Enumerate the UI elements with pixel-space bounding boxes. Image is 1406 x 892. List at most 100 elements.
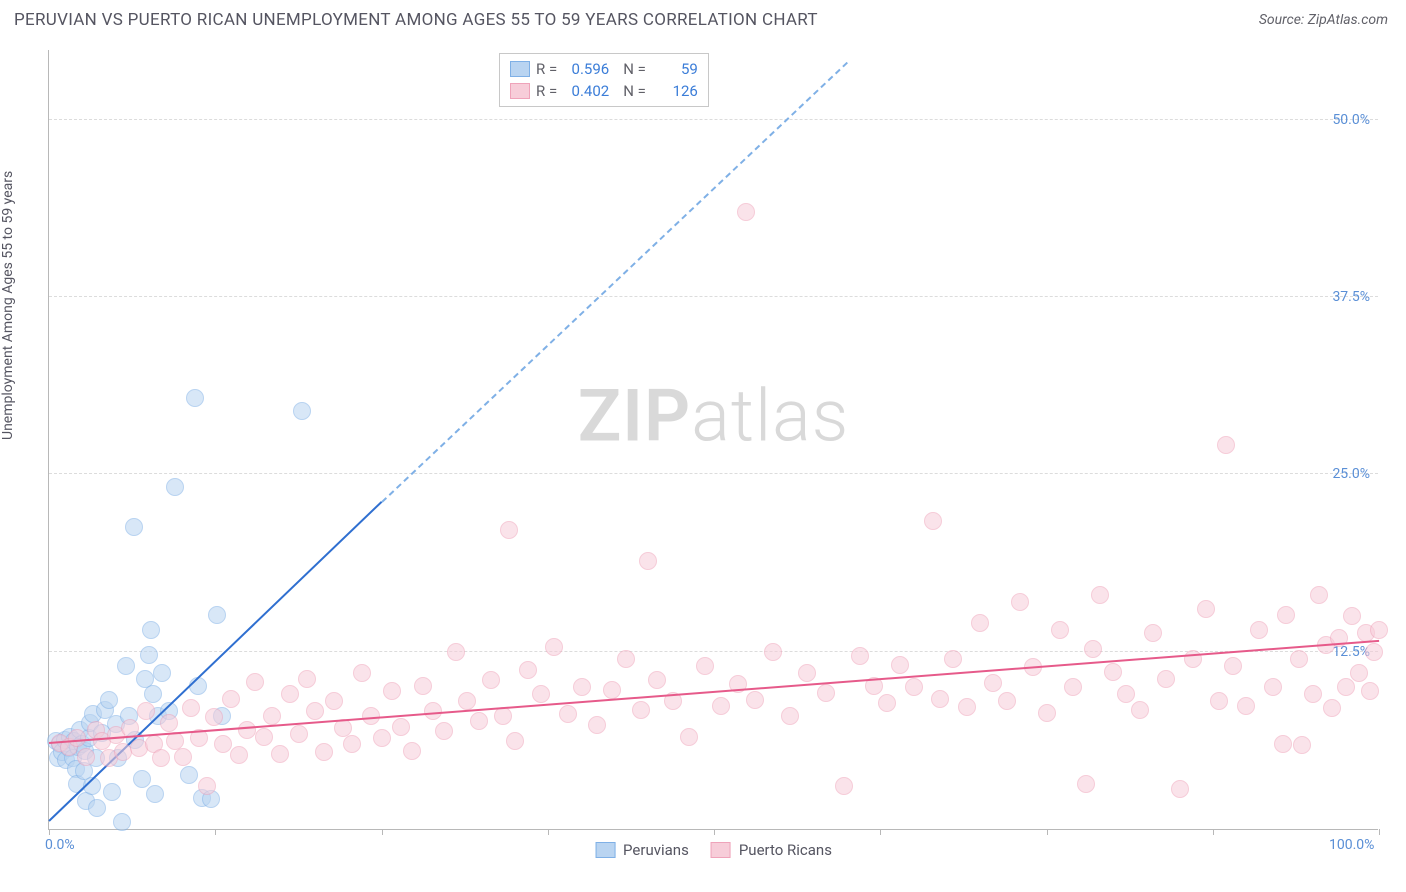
regression-line-dashed <box>381 61 848 502</box>
data-point <box>298 670 316 688</box>
data-point <box>639 552 657 570</box>
data-point <box>1117 685 1135 703</box>
data-point <box>1343 607 1361 625</box>
data-point <box>1210 692 1228 710</box>
y-tick-label: 50.0% <box>1332 112 1370 128</box>
x-tick <box>49 829 50 835</box>
data-point <box>506 732 524 750</box>
data-point <box>144 685 162 703</box>
data-point <box>125 518 143 536</box>
source-label: Source: ZipAtlas.com <box>1259 12 1388 28</box>
data-point <box>1184 650 1202 668</box>
x-tick <box>215 829 216 835</box>
data-point <box>166 478 184 496</box>
data-point <box>1224 657 1242 675</box>
data-point <box>1171 780 1189 798</box>
data-point <box>137 702 155 720</box>
watermark: ZIPatlas <box>578 374 850 459</box>
data-point <box>103 783 121 801</box>
gridline <box>49 296 1378 297</box>
data-point <box>1237 697 1255 715</box>
chart-plot-area: ZIPatlas R = 0.596 N = 59 R = 0.402 N = … <box>48 50 1378 830</box>
data-point <box>1104 663 1122 681</box>
data-point <box>746 691 764 709</box>
data-point <box>198 777 216 795</box>
data-point <box>924 512 942 530</box>
x-tick <box>880 829 881 835</box>
data-point <box>1038 704 1056 722</box>
data-point <box>835 777 853 795</box>
regression-line <box>48 501 382 822</box>
data-point <box>189 677 207 695</box>
x-tick-label: 0.0% <box>45 837 75 853</box>
data-point <box>290 725 308 743</box>
data-point <box>362 707 380 725</box>
data-point <box>905 678 923 696</box>
data-point <box>632 701 650 719</box>
data-point <box>414 677 432 695</box>
data-point <box>383 682 401 700</box>
data-point <box>696 657 714 675</box>
data-point <box>764 643 782 661</box>
data-point <box>1293 736 1311 754</box>
data-point <box>174 748 192 766</box>
data-point <box>1064 678 1082 696</box>
gridline <box>49 473 1378 474</box>
data-point <box>482 671 500 689</box>
data-point <box>878 694 896 712</box>
data-point <box>255 728 273 746</box>
data-point <box>519 661 537 679</box>
data-point <box>77 748 95 766</box>
n-value-peruvians: 59 <box>654 58 698 80</box>
data-point <box>1011 593 1029 611</box>
y-tick-label: 37.5% <box>1332 289 1370 305</box>
data-point <box>392 718 410 736</box>
data-point <box>263 707 281 725</box>
x-tick <box>1047 829 1048 835</box>
data-point <box>648 671 666 689</box>
data-point <box>246 673 264 691</box>
swatch-puerto-ricans-icon <box>711 842 731 858</box>
legend-item-puerto-ricans: Puerto Ricans <box>711 841 832 859</box>
data-point <box>971 614 989 632</box>
data-point <box>851 647 869 665</box>
regression-line <box>49 640 1379 744</box>
data-point <box>944 650 962 668</box>
y-tick-label: 25.0% <box>1332 466 1370 482</box>
data-point <box>306 702 324 720</box>
data-point <box>680 728 698 746</box>
data-point <box>1277 606 1295 624</box>
data-point <box>186 389 204 407</box>
data-point <box>182 699 200 717</box>
data-point <box>1197 600 1215 618</box>
data-point <box>68 729 86 747</box>
data-point <box>545 638 563 656</box>
data-point <box>1274 735 1292 753</box>
data-point <box>1337 678 1355 696</box>
data-point <box>1323 699 1341 717</box>
x-tick <box>714 829 715 835</box>
data-point <box>891 656 909 674</box>
data-point <box>100 691 118 709</box>
data-point <box>1290 650 1308 668</box>
data-point <box>532 685 550 703</box>
x-tick <box>1213 829 1214 835</box>
data-point <box>559 705 577 723</box>
data-point <box>798 664 816 682</box>
data-point <box>153 664 171 682</box>
data-point <box>1144 624 1162 642</box>
data-point <box>1250 621 1268 639</box>
data-point <box>238 721 256 739</box>
stats-row-puerto-ricans: R = 0.402 N = 126 <box>510 80 698 102</box>
data-point <box>1084 640 1102 658</box>
data-point <box>984 674 1002 692</box>
data-point <box>737 203 755 221</box>
data-point <box>293 402 311 420</box>
data-point <box>998 692 1016 710</box>
data-point <box>458 692 476 710</box>
x-tick <box>1379 829 1380 835</box>
data-point <box>180 766 198 784</box>
legend-item-peruvians: Peruvians <box>595 841 689 859</box>
data-point <box>1365 643 1383 661</box>
data-point <box>1350 664 1368 682</box>
